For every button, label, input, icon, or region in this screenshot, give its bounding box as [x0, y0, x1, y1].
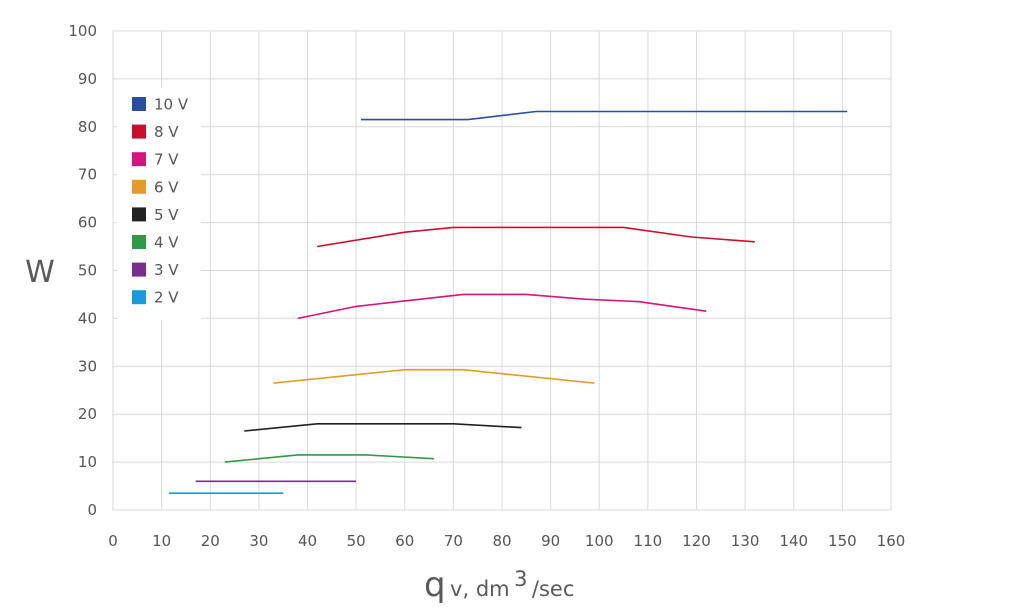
legend-label: 7 V: [154, 151, 179, 169]
x-axis-ticks: 0 10 20 30 40 50 60 70 80 90 100 110 120 130 140 150 160: [108, 532, 905, 550]
y-tick-label: 10: [78, 453, 97, 471]
x-tick-label: 0: [108, 532, 118, 550]
legend-label: 2 V: [154, 289, 179, 307]
series-lines: [168, 110, 848, 495]
x-axis-label: q v, dm 3 /sec: [424, 565, 574, 605]
x-axis-label-main: q: [424, 565, 446, 605]
x-tick-label: 160: [877, 532, 906, 550]
legend-label: 6 V: [154, 178, 179, 196]
y-tick-label: 60: [78, 214, 97, 232]
x-tick-label: 120: [682, 532, 711, 550]
legend-label: 3 V: [154, 261, 179, 279]
grid: [112, 30, 892, 511]
series-line: [244, 422, 522, 432]
x-tick-label: 90: [541, 532, 560, 550]
series-line: [224, 454, 434, 463]
x-tick-label: 140: [779, 532, 808, 550]
legend-background: [117, 88, 201, 320]
legend-swatch: [132, 179, 146, 194]
y-axis-label: W: [25, 255, 55, 290]
y-tick-label: 30: [78, 357, 97, 375]
x-tick-label: 10: [152, 532, 171, 550]
y-axis-ticks: 0 10 20 30 40 50 60 70 80 90 100: [68, 22, 97, 519]
series-line: [273, 368, 595, 384]
legend-swatch: [132, 207, 146, 222]
series-line: [317, 226, 755, 248]
legend-swatch: [132, 97, 146, 111]
x-tick-label: 110: [634, 532, 663, 550]
x-tick-label: 130: [731, 532, 760, 550]
x-tick-label: 30: [249, 532, 268, 550]
legend-label: 5 V: [154, 206, 179, 224]
legend: 10 V 8 V 7 V 6 V 5 V 4 V 3 V 2 V: [132, 96, 189, 307]
legend-swatch: [132, 235, 146, 249]
legend-box: [117, 88, 201, 320]
x-tick-label: 70: [444, 532, 463, 550]
y-tick-label: 80: [78, 118, 97, 136]
x-tick-label: 50: [347, 532, 366, 550]
legend-label: 4 V: [154, 234, 179, 252]
y-tick-label: 50: [78, 262, 97, 280]
y-tick-label: 70: [78, 166, 97, 184]
x-tick-label: 80: [492, 532, 511, 550]
x-axis-label-sub: v, dm: [450, 577, 510, 601]
x-axis-label-sup: 3: [514, 567, 527, 591]
legend-label: 8 V: [154, 123, 179, 141]
legend-swatch: [132, 124, 146, 139]
y-tick-label: 20: [78, 405, 97, 423]
y-tick-label: 90: [78, 70, 97, 88]
x-tick-label: 40: [298, 532, 317, 550]
y-tick-label: 40: [78, 309, 97, 327]
y-tick-label: 100: [68, 22, 97, 40]
x-tick-label: 150: [828, 532, 857, 550]
legend-swatch: [132, 262, 146, 277]
x-tick-label: 20: [201, 532, 220, 550]
x-tick-label: 60: [395, 532, 414, 550]
legend-swatch: [132, 152, 146, 167]
legend-swatch: [132, 290, 146, 305]
series-line: [297, 293, 707, 320]
x-axis-label-rest: /sec: [532, 577, 574, 601]
y-tick-label: 0: [87, 501, 97, 519]
x-tick-label: 100: [585, 532, 614, 550]
series-line: [361, 110, 848, 121]
legend-label: 10 V: [154, 96, 189, 114]
